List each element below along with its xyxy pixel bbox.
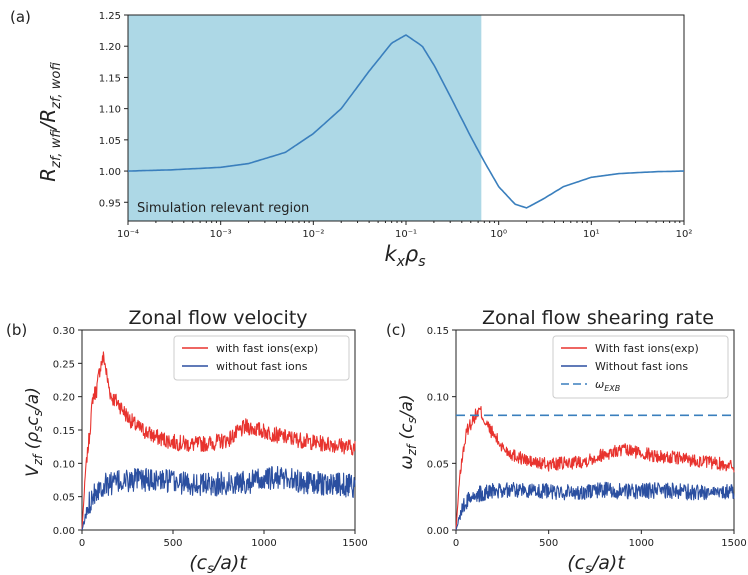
x-tick-label: 10⁻³ [210,229,232,240]
legend-box [173,335,350,381]
x-axis-label-b: (cs/a)t [189,552,248,575]
y-tick-label: 0.00 [427,526,449,537]
x-tick-label: 1000 [251,538,276,549]
x-tick-label: 10⁻⁴ [117,229,139,240]
x-tick-label: 1000 [629,538,654,549]
legend-box [552,335,729,399]
y-tick-label: 0.15 [427,326,449,337]
y-tick-label: 1.00 [99,167,121,178]
y-tick-label: 1.25 [99,11,121,22]
panel-label-b: (b) [6,321,27,339]
x-axis-label-a: kxρs [384,242,425,270]
y-tick-label: 0.00 [53,526,75,537]
ratio-curve [127,34,684,209]
y-tick-label: 0.05 [427,459,449,470]
y-tick-label: 0.95 [99,198,121,209]
panel-label-a: (a) [10,8,31,26]
simulation-region-shade [128,15,482,221]
series-line [81,465,356,531]
plot-frame-c [455,329,735,531]
x-ticks-a: 10⁻⁴ 10⁻³ 10⁻² 10⁻¹ 10⁰ 10¹ 10² [117,221,692,240]
chart-title-c: Zonal flow shearing rate [482,307,714,329]
series-line [81,351,356,531]
y-tick-label: 0.10 [427,393,449,404]
series-a [127,34,684,209]
y-tick-label: 0.30 [53,326,75,337]
legend-label: Without fast ions [595,360,688,373]
x-axis-label-c: (cs/a)t [567,552,626,575]
y-axis-label-b: Vzf (ρscs/a) [23,387,45,477]
series-b [81,351,356,531]
panel-b: (b) Zonal flow velocity 0.00 0.05 0.10 0.15… [6,307,368,575]
panel-c: (c) Zonal flow shearing rate 0.00 0.05 0.1… [386,307,747,575]
series-line [455,481,735,531]
y-tick-label: 0.25 [53,359,75,370]
legend-label: without fast ions [216,360,308,373]
y-tick-label: 0.05 [53,493,75,504]
x-tick-label: 10⁰ [490,229,507,240]
x-tick-label: 500 [163,538,182,549]
series-c [455,405,735,531]
x-tick-label: 10⁻¹ [395,229,417,240]
y-axis-label-a: Rzf, wfi/Rzf, wofi [36,62,64,182]
y-tick-label: 0.15 [53,426,75,437]
chart-title-b: Zonal flow velocity [128,307,307,329]
x-tick-label: 0 [79,538,85,549]
series-line [455,405,735,531]
x-tick-label: 500 [539,538,558,549]
panel-label-c: (c) [386,321,406,339]
x-ticks-c: 0 500 1000 1500 [453,530,747,549]
x-ticks-b: 0 500 1000 1500 [79,530,368,549]
x-tick-label: 10⁻² [302,229,324,240]
x-tick-label: 1500 [342,538,367,549]
shaded-region-label: Simulation relevant region [137,201,309,216]
legend-label: with fast ions(exp) [216,342,318,355]
y-tick-label: 1.20 [99,42,121,53]
panel-a: (a) 0.951.001.051.101.151.201.25 10⁻⁴ 10⁻… [10,8,692,270]
y-ticks-b: 0.00 0.05 0.10 0.15 0.20 0.25 0.30 [53,326,82,537]
legend-label: With fast ions(exp) [595,342,699,355]
x-tick-label: 10² [676,229,693,240]
y-tick-label: 1.10 [99,105,121,116]
x-tick-label: 0 [453,538,459,549]
y-ticks-c: 0.00 0.05 0.10 0.15 [427,326,456,537]
legend-b: with fast ions(exp) without fast ions [173,335,350,381]
x-tick-label: 10¹ [583,229,600,240]
y-tick-label: 0.20 [53,393,75,404]
x-tick-label: 1500 [721,538,746,549]
y-axis-label-c: ωzf (cs/a) [397,394,419,469]
y-tick-label: 0.10 [53,459,75,470]
y-tick-label: 1.15 [99,73,121,84]
y-tick-label: 1.05 [99,136,121,147]
y-ticks-a: 0.95 1.00 1.05 1.10 1.15 1.20 1.25 [99,11,128,209]
